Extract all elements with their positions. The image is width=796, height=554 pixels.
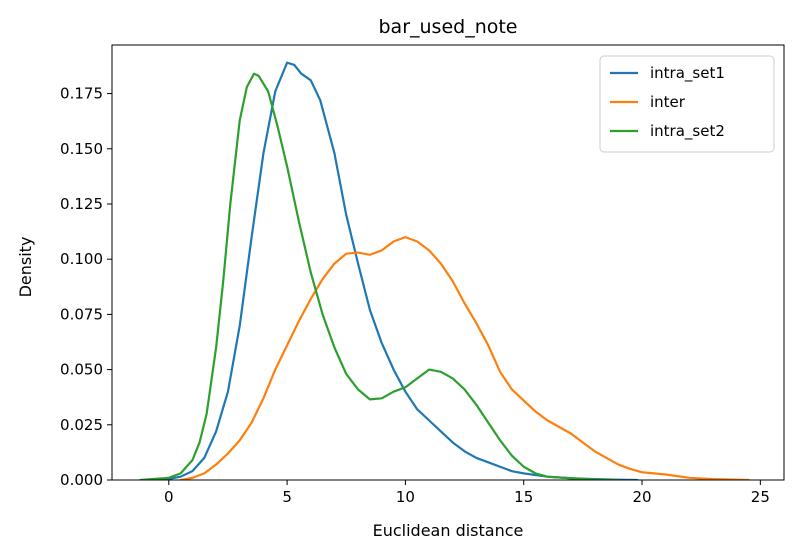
- y-tick-label: 0.000: [60, 471, 103, 489]
- legend-label-inter: inter: [650, 93, 686, 111]
- legend-label-intra_set1: intra_set1: [650, 64, 725, 83]
- legend-label-intra_set2: intra_set2: [650, 122, 725, 141]
- x-axis-label: Euclidean distance: [373, 521, 524, 540]
- y-tick-label: 0.075: [60, 305, 103, 323]
- legend-box: [599, 55, 775, 153]
- y-tick-label: 0.050: [60, 361, 103, 379]
- x-tick-label: 25: [751, 488, 770, 506]
- x-tick-label: 15: [514, 488, 533, 506]
- x-tick-label: 10: [396, 488, 415, 506]
- y-tick-label: 0.125: [60, 195, 103, 213]
- series-line-intra_set2: [139, 72, 620, 480]
- plot-lines: [139, 61, 750, 480]
- x-tick-label: 0: [164, 488, 174, 506]
- x-tick-label: 5: [282, 488, 292, 506]
- series-line-intra_set1: [144, 61, 639, 480]
- axes: 0 5 10 15 20 25 0.000 0.025 0.050 0.075 0.100 0.125…: [60, 44, 785, 506]
- y-axis-label: Density: [16, 237, 35, 298]
- y-tick-label: 0.025: [60, 416, 103, 434]
- plot-frame: [111, 44, 785, 481]
- y-tick-label: 0.100: [60, 250, 103, 268]
- series-line-inter: [179, 236, 750, 480]
- y-tick-label: 0.150: [60, 140, 103, 158]
- y-tick-label: 0.175: [60, 85, 103, 103]
- x-tick-label: 20: [632, 488, 651, 506]
- chart-title: bar_used_note: [378, 16, 517, 38]
